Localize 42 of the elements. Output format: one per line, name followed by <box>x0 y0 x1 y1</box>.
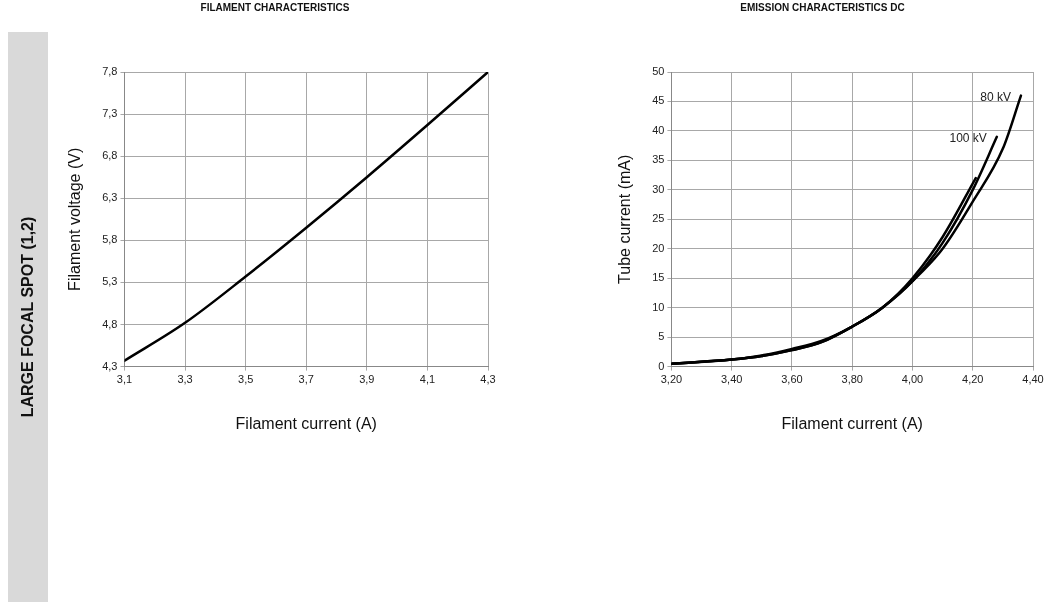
y-tick-label: 25 <box>652 212 665 225</box>
y-axis-title: Filament voltage (V) <box>66 147 84 291</box>
x-tick-label: 3,20 <box>660 373 683 386</box>
y-tick-label: 40 <box>652 123 665 136</box>
chart-title: FILAMENT CHARACTERISTICS <box>200 1 350 13</box>
y-tick-label: 5,8 <box>102 233 118 246</box>
y-tick-label: 5 <box>658 330 665 343</box>
series-label: 100 kV <box>949 131 987 146</box>
x-tick-label: 3,1 <box>116 373 133 386</box>
x-tick-label: 3,5 <box>238 373 254 386</box>
x-tick-label: 3,60 <box>781 373 803 386</box>
y-tick-label: 5,3 <box>102 275 118 288</box>
x-tick-label: 4,40 <box>1022 373 1044 386</box>
y-tick-label: 50 <box>652 65 665 78</box>
y-tick-label: 7,8 <box>102 65 118 78</box>
x-tick-label: 3,7 <box>298 373 314 386</box>
y-tick-label: 4,8 <box>102 317 118 330</box>
y-axis-title: Tube current (mA) <box>616 154 634 284</box>
y-tick-label: 6,3 <box>102 191 118 204</box>
chart-title: EMISSION CHARACTERISTICS DC <box>740 1 905 13</box>
y-tick-label: 7,3 <box>102 107 118 120</box>
x-tick-label: 3,3 <box>177 373 193 386</box>
x-tick-label: 4,1 <box>419 373 436 386</box>
x-tick-label: 3,9 <box>359 373 375 386</box>
y-tick-label: 30 <box>652 182 665 195</box>
y-tick-label: 20 <box>652 241 665 254</box>
y-tick-label: 45 <box>652 94 665 107</box>
x-tick-label: 3,40 <box>720 373 743 386</box>
x-tick-label: 3,80 <box>841 373 863 386</box>
x-axis-title: Filament current (A) <box>781 414 923 432</box>
y-tick-label: 15 <box>652 271 665 284</box>
text: LARGE FOCAL SPOT (1,2) <box>19 216 37 418</box>
series-label: 80 kV <box>980 89 1011 104</box>
y-tick-label: 4,3 <box>102 359 118 372</box>
y-tick-label: 35 <box>652 153 665 166</box>
y-tick-label: 6,8 <box>102 149 118 162</box>
x-tick-label: 4,3 <box>480 373 496 386</box>
x-tick-label: 4,20 <box>962 373 984 386</box>
y-tick-label: 10 <box>652 300 665 313</box>
x-axis-title: Filament current (A) <box>235 414 377 432</box>
y-tick-label: 0 <box>658 359 665 372</box>
x-tick-label: 4,00 <box>901 373 924 386</box>
